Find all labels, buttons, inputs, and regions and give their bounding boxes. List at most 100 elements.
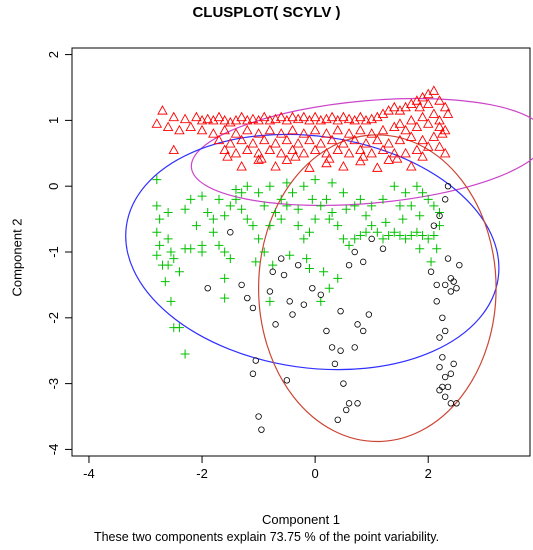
data-point-plus <box>276 214 286 224</box>
data-point-plus <box>231 184 241 194</box>
y-tick-label: -3 <box>46 378 61 390</box>
data-point-circle <box>331 360 339 368</box>
data-point-circle <box>272 321 279 328</box>
data-point-triangle <box>247 137 259 148</box>
cluster-ellipse <box>190 97 533 207</box>
data-point-plus <box>361 227 371 237</box>
data-point-triangle <box>422 141 434 151</box>
data-point-triangle <box>338 137 349 148</box>
data-point-triangle <box>428 131 440 141</box>
data-point-plus <box>180 349 190 359</box>
data-point-triangle <box>270 137 281 148</box>
data-point-circle <box>340 380 347 387</box>
data-point-triangle <box>400 147 411 158</box>
data-point-plus <box>282 178 292 188</box>
data-point-triangle <box>202 113 213 124</box>
data-point-circle <box>436 386 443 394</box>
x-tick-label: -4 <box>83 466 95 481</box>
data-point-circle <box>255 413 262 420</box>
data-point-plus <box>302 254 312 264</box>
data-point-circle <box>439 354 446 361</box>
data-point-plus <box>254 188 264 198</box>
data-point-triangle <box>275 147 287 158</box>
data-point-triangle <box>355 111 366 122</box>
data-point-triangle <box>332 114 344 125</box>
data-point-plus <box>333 273 343 283</box>
data-point-plus <box>208 227 218 237</box>
data-point-circle <box>447 400 455 407</box>
data-point-triangle <box>400 124 411 135</box>
data-point-plus <box>350 201 360 211</box>
data-point-plus <box>412 227 422 237</box>
data-point-triangle <box>372 134 383 145</box>
data-point-triangle <box>357 151 369 161</box>
data-point-plus <box>398 214 408 224</box>
data-point-plus <box>307 194 317 204</box>
data-point-plus <box>155 240 165 250</box>
data-point-triangle <box>405 161 417 171</box>
data-point-plus <box>220 211 230 221</box>
data-point-plus <box>310 214 320 224</box>
data-point-plus <box>197 247 207 257</box>
data-point-plus <box>324 214 334 224</box>
x-tick-label: 2 <box>425 466 432 481</box>
y-tick-label: 1 <box>46 117 61 124</box>
data-point-plus <box>338 188 348 198</box>
chart-title: CLUSPLOT( SCYLV ) <box>192 4 341 21</box>
data-point-triangle <box>287 111 298 122</box>
data-point-triangle <box>157 105 168 115</box>
y-tick-label: -1 <box>46 246 61 258</box>
data-point-triangle <box>389 147 400 158</box>
data-point-circle <box>204 284 211 292</box>
data-point-circle <box>444 182 452 190</box>
data-point-circle <box>439 314 446 322</box>
cluster-ellipse <box>257 134 497 443</box>
data-point-triangle <box>225 116 236 127</box>
data-point-plus <box>265 221 275 231</box>
data-point-triangle <box>287 124 298 135</box>
data-point-triangle <box>411 144 423 155</box>
data-point-plus <box>423 234 433 244</box>
data-point-triangle <box>298 111 310 122</box>
data-point-plus <box>251 257 261 267</box>
data-point-circle <box>289 311 296 318</box>
data-point-plus <box>355 194 365 204</box>
data-point-triangle <box>411 95 423 105</box>
data-point-triangle <box>230 128 242 138</box>
data-point-plus <box>327 178 337 188</box>
data-point-triangle <box>309 124 321 135</box>
data-point-plus <box>304 227 314 237</box>
data-point-triangle <box>222 151 233 161</box>
data-point-plus <box>406 201 416 211</box>
data-point-triangle <box>366 128 377 138</box>
data-point-triangle <box>366 113 377 124</box>
data-point-plus <box>381 217 391 227</box>
data-point-triangle <box>281 114 293 125</box>
data-point-triangle <box>377 108 389 118</box>
data-point-triangle <box>411 121 423 132</box>
data-point-triangle <box>405 114 417 125</box>
data-point-plus <box>389 227 399 237</box>
data-point-plus <box>271 208 281 218</box>
data-point-plus <box>152 227 162 237</box>
data-point-triangle <box>391 153 403 163</box>
data-point-plus <box>395 231 405 241</box>
y-tick-label: -4 <box>46 444 61 456</box>
data-point-triangle <box>389 101 400 112</box>
data-point-plus <box>350 234 360 244</box>
data-point-triangle <box>321 128 332 138</box>
data-point-circle <box>249 370 257 377</box>
data-point-circle <box>354 400 361 407</box>
y-tick-label: 0 <box>46 183 61 190</box>
data-point-triangle <box>324 153 335 163</box>
data-point-plus <box>299 234 309 244</box>
x-tick-label: -2 <box>196 466 208 481</box>
data-point-plus <box>378 234 388 244</box>
data-point-circle <box>444 383 452 391</box>
data-point-circle <box>323 327 330 335</box>
data-point-plus <box>341 204 351 214</box>
y-tick-label: 2 <box>46 51 61 58</box>
data-point-plus <box>324 283 334 293</box>
data-point-plus <box>248 221 258 231</box>
data-point-triangle <box>219 124 230 135</box>
